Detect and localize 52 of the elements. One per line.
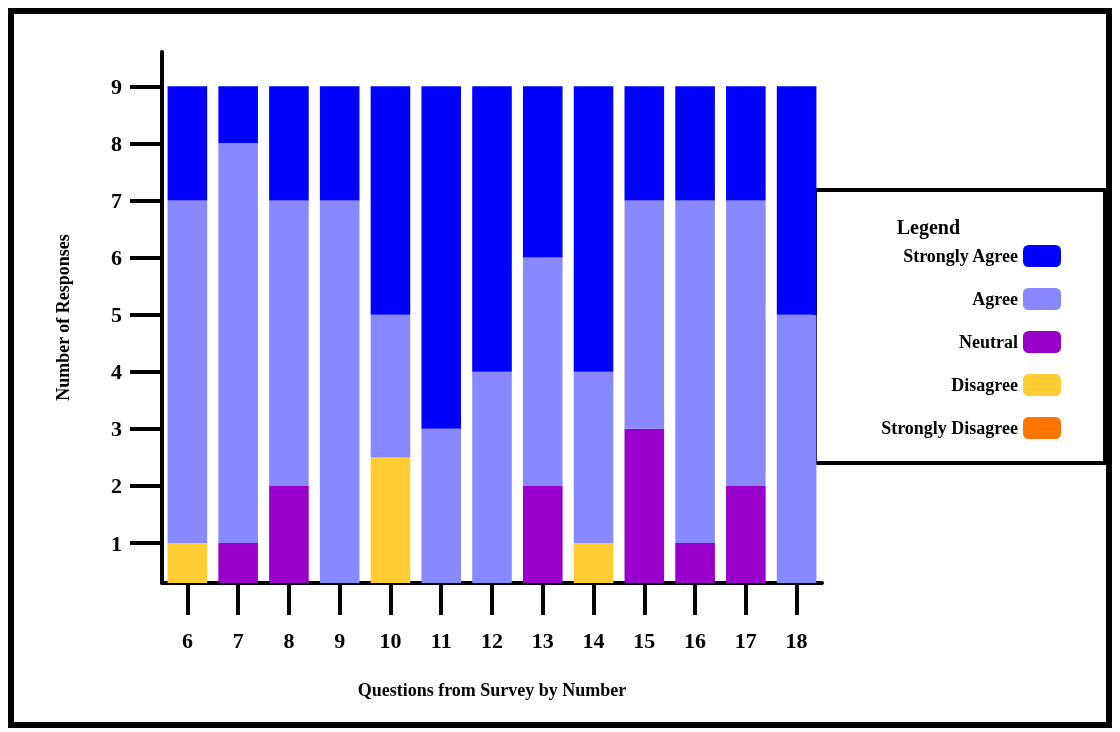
x-tick-label: 9: [334, 627, 346, 653]
bar: [624, 200, 665, 429]
x-tick-label: 18: [785, 627, 808, 653]
legend-label: Disagree: [951, 375, 1018, 395]
y-tick-label: 3: [111, 416, 122, 442]
x-tick-label: 13: [531, 627, 554, 653]
x-tick-label: 14: [582, 627, 605, 653]
y-tick-label: 4: [111, 359, 122, 385]
bar: [573, 371, 614, 544]
bar: [776, 86, 817, 315]
legend-label: Neutral: [959, 332, 1018, 352]
bar: [675, 200, 715, 544]
x-tick-label: 16: [684, 627, 707, 653]
bar: [269, 200, 309, 486]
x-tick-label: 17: [734, 627, 757, 653]
bar: [218, 143, 258, 544]
bar: [472, 86, 512, 372]
bar: [167, 200, 208, 544]
y-tick-label: 9: [111, 73, 122, 99]
bar: [675, 86, 715, 201]
y-tick-label: 6: [111, 245, 122, 271]
bar: [370, 86, 411, 315]
legend-label: Agree: [972, 289, 1018, 309]
bar: [573, 86, 614, 372]
y-axis-title: Number of Responses: [53, 234, 73, 401]
bar: [726, 86, 766, 201]
y-tick-label: 1: [111, 530, 122, 556]
x-tick-label: 10: [379, 627, 402, 653]
bar: [218, 86, 258, 144]
y-tick-label: 7: [111, 187, 122, 213]
legend-title: Legend: [896, 216, 960, 239]
x-tick-label: 7: [232, 627, 244, 653]
legend-label: Strongly Disagree: [881, 418, 1019, 438]
bar: [167, 86, 208, 201]
bar: [319, 86, 360, 201]
x-tick-label: 6: [181, 627, 193, 653]
bar: [522, 257, 563, 486]
bar: [370, 314, 411, 458]
bar: [624, 86, 665, 201]
x-axis-title: Questions from Survey by Number: [357, 680, 627, 700]
bar: [726, 200, 766, 486]
y-tick-label: 5: [111, 302, 122, 328]
y-tick-label: 8: [111, 130, 122, 156]
x-tick-label: 12: [481, 627, 503, 653]
bar: [269, 86, 309, 201]
legend-label: Strongly Agree: [903, 246, 1018, 266]
bar: [522, 86, 563, 258]
bar: [421, 86, 462, 429]
x-tick-label: 11: [430, 627, 452, 653]
x-tick-label: 15: [633, 627, 656, 653]
x-tick-label: 8: [283, 627, 295, 653]
y-tick-label: 2: [111, 473, 122, 499]
